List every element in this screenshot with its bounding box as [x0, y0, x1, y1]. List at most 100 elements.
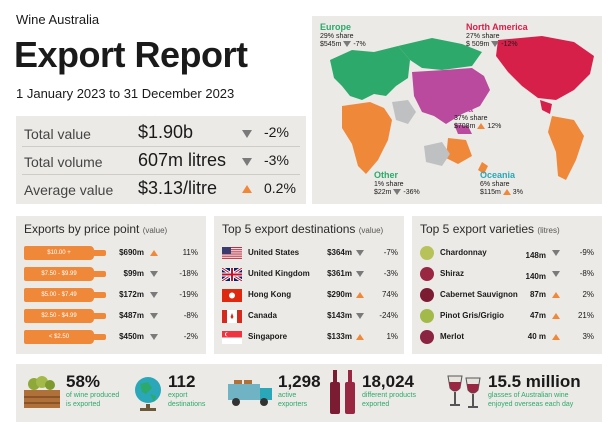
region-value-row: $545m -7%: [320, 41, 366, 48]
price-point-row: < $2.50 $450m -2%: [16, 328, 206, 348]
price-band: < $2.50: [24, 330, 94, 344]
summary-row-average-value: Average value $3.13/litre 0.2%: [16, 176, 306, 202]
region-label-north-america: North America 27% share $ 509m -12%: [466, 22, 528, 48]
down-arrow-icon: [393, 189, 402, 196]
section-title: Top 5 export destinations (value): [222, 222, 383, 236]
region-name: Asia: [454, 104, 474, 114]
destination-row: Singapore $133m 1%: [214, 328, 404, 348]
region-change: -36%: [403, 189, 420, 196]
stat-line: of wine produced: [66, 392, 120, 399]
variety-value: 40 m: [527, 332, 546, 341]
summary-row-total-value: Total value $1.90b -2%: [16, 120, 306, 146]
down-arrow-icon: [150, 334, 158, 340]
variety-row: Merlot 40 m 3%: [412, 328, 602, 348]
region-change: -7%: [353, 41, 366, 48]
destination-country: Singapore: [248, 332, 288, 341]
grape-icon: [420, 288, 434, 302]
price-band: $2.50 - $4.99: [24, 309, 94, 323]
up-arrow-icon: [356, 292, 364, 298]
variety-row: Pinot Gris/Grigio 47m 21%: [412, 307, 602, 327]
region-value: $ 509m: [466, 41, 490, 48]
price-change: -19%: [179, 290, 198, 299]
up-arrow-icon: [552, 334, 560, 340]
region-share: 29% share: [320, 33, 354, 40]
price-point-row: $5.00 - $7.49 $172m -19%: [16, 286, 206, 306]
wine-bottles-icon: [330, 368, 360, 416]
down-arrow-icon: [356, 250, 364, 256]
summary-label: Average value: [24, 182, 114, 198]
wine-bottle-icon: $2.50 - $4.99: [24, 309, 106, 323]
sg-flag-icon: [222, 331, 242, 344]
other-region: [392, 100, 416, 124]
summary-change: -2%: [264, 124, 289, 140]
variety-row: Shiraz 140m -8%: [412, 265, 602, 285]
stat-big: 58%: [66, 372, 101, 391]
destination-row: United States $364m -7%: [214, 244, 404, 264]
variety-name: Merlot: [440, 332, 464, 341]
summary-change: -3%: [264, 152, 289, 168]
price-change: -2%: [183, 332, 198, 341]
section-title-text: Top 5 export destinations: [222, 222, 356, 236]
destination-country: Hong Kong: [248, 290, 292, 299]
region-change: 12%: [487, 123, 502, 130]
stat-line: exporters: [278, 401, 308, 408]
region-label-europe: Europe 29% share $545m -7%: [320, 22, 366, 48]
up-arrow-icon: [552, 313, 560, 319]
destination-value: $361m: [327, 269, 352, 278]
globe-icon: [132, 374, 166, 412]
summary-value: $3.13/litre: [138, 178, 218, 198]
destination-change: -3%: [383, 269, 398, 278]
uk-flag-icon: [221, 266, 243, 283]
stat-line: enjoyed overseas each day: [488, 401, 574, 408]
variety-change: 2%: [582, 290, 594, 299]
summary-label: Total volume: [24, 154, 103, 170]
region-share: 6% share: [480, 181, 510, 188]
wine-bottle-icon: $10.00 +: [24, 246, 106, 260]
summary-value: $1.90b: [138, 122, 194, 142]
price-change: 11%: [182, 248, 198, 257]
down-arrow-icon: [150, 313, 158, 319]
variety-value: 148m: [525, 251, 546, 260]
variety-row: Chardonnay 148m -9%: [412, 244, 602, 264]
region-name: Other: [374, 170, 399, 180]
price-band: $5.00 - $7.49: [24, 288, 94, 302]
stat-big: 18,024: [362, 372, 414, 391]
variety-name: Cabernet Sauvignon: [440, 290, 518, 299]
region-change: -12%: [501, 41, 518, 48]
variety-value: 47m: [529, 311, 546, 320]
price-point-row: $10.00 + $690m 11%: [16, 244, 206, 264]
wine-glasses-icon: [444, 372, 486, 414]
section-title-text: Top 5 export varieties: [420, 222, 535, 236]
region-value: $22m: [374, 189, 392, 196]
region-name: Europe: [320, 22, 352, 32]
variety-name: Shiraz: [440, 269, 465, 278]
stat-line: destinations: [168, 401, 206, 408]
price-point-row: $2.50 - $4.99 $487m -8%: [16, 307, 206, 327]
price-value: $99m: [123, 269, 144, 278]
region-share: 27% share: [466, 33, 500, 40]
divider: [22, 146, 300, 147]
summary-change: 0.2%: [264, 180, 296, 196]
price-change: -18%: [179, 269, 198, 278]
oceania-nz: [478, 162, 488, 174]
price-point-row: $7.50 - $9.99 $99m -18%: [16, 265, 206, 285]
variety-value: 87m: [529, 290, 546, 299]
up-arrow-icon: [552, 292, 560, 298]
region-value: $545m: [320, 41, 342, 48]
summary-label: Total value: [24, 126, 91, 142]
price-point-panel: Exports by price point (value) $10.00 + $…: [16, 216, 206, 354]
wine-bottle-icon: < $2.50: [24, 330, 106, 344]
down-arrow-icon: [491, 41, 500, 48]
price-value: $450m: [119, 332, 144, 341]
down-arrow-icon: [356, 271, 364, 277]
region-value-row: $708m 12%: [454, 123, 501, 130]
section-unit: (value): [358, 226, 384, 235]
stat-line: different products: [362, 392, 416, 399]
destination-row: United Kingdom $361m -3%: [214, 265, 404, 285]
us-flag-icon: [222, 247, 242, 260]
price-band: $10.00 +: [24, 246, 94, 260]
variety-change: -8%: [579, 269, 594, 278]
central-america-region: [540, 100, 552, 114]
wine-crate-icon: [22, 376, 62, 410]
variety-name: Chardonnay: [440, 248, 487, 257]
